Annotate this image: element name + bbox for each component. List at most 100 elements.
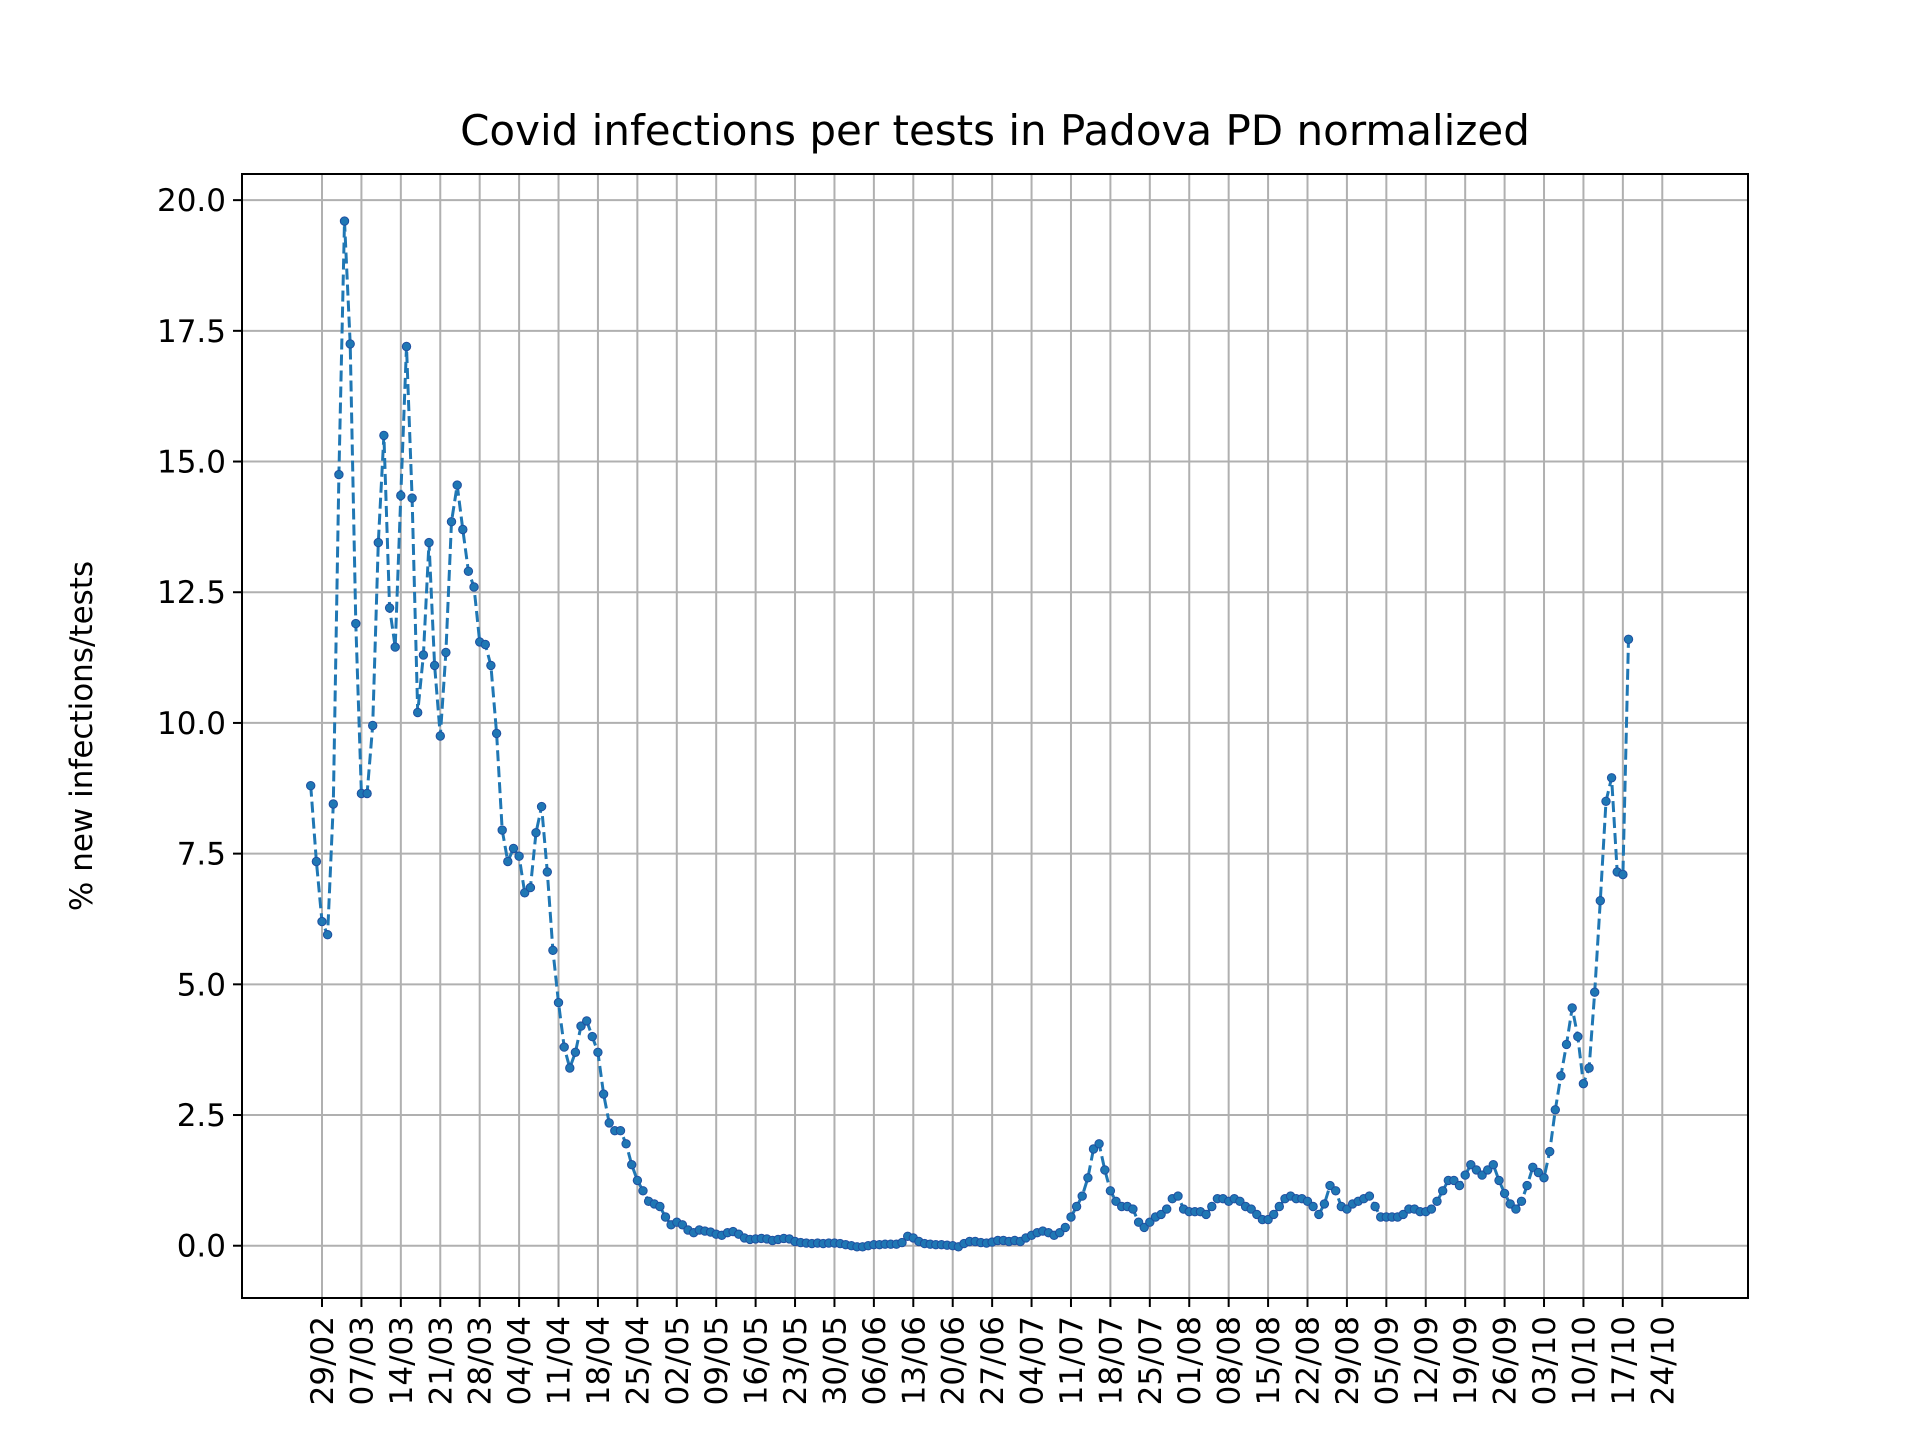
data-point [1432, 1196, 1442, 1207]
data-point [306, 781, 316, 791]
data-point [1364, 1191, 1375, 1201]
data-point [525, 882, 536, 893]
data-point [1111, 1196, 1121, 1207]
data-point [503, 856, 513, 867]
data-point [1105, 1186, 1116, 1196]
data-point [486, 660, 496, 671]
data-point [508, 843, 519, 854]
data-point [429, 660, 440, 671]
data-point [1556, 1071, 1566, 1081]
data-point [1269, 1209, 1279, 1220]
data-point [368, 720, 378, 731]
y-tick-label: 15.0 [157, 445, 226, 481]
x-tick-label: 04/04 [502, 1316, 538, 1405]
data-point [621, 1139, 631, 1149]
data-point [1331, 1186, 1341, 1196]
data-point [362, 788, 372, 799]
x-tick-label: 05/09 [1369, 1316, 1405, 1405]
y-tick-label: 0.0 [177, 1229, 226, 1265]
x-tick-label: 02/05 [660, 1316, 696, 1405]
x-tick-label: 09/05 [699, 1316, 735, 1405]
data-point [593, 1047, 603, 1058]
data-point [1606, 773, 1617, 783]
series-infections [306, 216, 1634, 1252]
data-point [1145, 1217, 1155, 1227]
data-point [1578, 1079, 1589, 1089]
data-point [1505, 1199, 1515, 1209]
data-point [1274, 1201, 1285, 1212]
data-point [418, 650, 429, 660]
x-tick-label: 03/10 [1527, 1316, 1563, 1405]
data-point [553, 997, 564, 1008]
data-point [576, 1021, 586, 1031]
x-tick-label: 25/04 [620, 1316, 656, 1405]
y-tick-label: 5.0 [177, 967, 226, 1003]
x-tick-label: 19/09 [1448, 1316, 1484, 1405]
data-point [407, 493, 417, 503]
y-tick-label: 7.5 [177, 837, 226, 873]
data-point [317, 916, 327, 927]
grid [242, 174, 1748, 1298]
data-point [1573, 1031, 1583, 1042]
data-point [655, 1201, 665, 1212]
data-point [632, 1175, 643, 1186]
series-line [309, 221, 1630, 1249]
data-point [598, 1089, 609, 1099]
y-tick-label: 20.0 [157, 183, 226, 219]
y-tick-label: 17.5 [157, 314, 226, 350]
data-point [334, 469, 344, 480]
x-tick-label: 22/08 [1291, 1316, 1327, 1405]
data-point [1550, 1105, 1561, 1115]
data-point [463, 566, 474, 576]
x-tick-label: 23/05 [778, 1316, 814, 1405]
data-point [1623, 634, 1634, 644]
data-point [559, 1042, 569, 1052]
y-tick-label: 12.5 [157, 575, 226, 611]
data-point [441, 647, 451, 658]
data-point [396, 490, 406, 501]
x-tick-label: 30/05 [817, 1316, 853, 1405]
data-point [401, 341, 412, 352]
data-point [565, 1063, 575, 1073]
x-tick-label: 17/10 [1606, 1316, 1642, 1405]
x-tick-label: 25/07 [1133, 1316, 1169, 1405]
x-tick-label: 18/07 [1093, 1316, 1129, 1405]
data-point [1083, 1173, 1093, 1183]
data-point [1055, 1228, 1065, 1238]
x-tick-label: 07/03 [344, 1316, 380, 1405]
data-point [1494, 1175, 1504, 1186]
data-point [1308, 1201, 1318, 1212]
data-point [1601, 796, 1611, 806]
x-tick-label: 10/10 [1566, 1316, 1602, 1405]
data-point [1077, 1191, 1087, 1201]
data-point [514, 851, 524, 861]
data-point [548, 945, 558, 955]
x-tick-label: 24/10 [1645, 1316, 1681, 1405]
x-tick-label: 11/07 [1054, 1316, 1090, 1405]
data-point [1162, 1204, 1172, 1214]
data-point [458, 524, 468, 535]
data-point [1590, 987, 1600, 997]
data-point [1246, 1204, 1256, 1214]
data-point [1173, 1191, 1183, 1201]
data-point [491, 728, 502, 739]
data-point [1488, 1160, 1499, 1170]
data-point [390, 642, 400, 652]
data-point [1522, 1180, 1532, 1191]
data-point [1066, 1212, 1076, 1222]
data-point [542, 867, 552, 877]
data-point [1100, 1165, 1110, 1175]
data-point [1584, 1063, 1594, 1073]
data-point [1156, 1209, 1166, 1220]
y-tick-label: 10.0 [157, 706, 226, 742]
x-tick-label: 27/06 [975, 1316, 1011, 1405]
data-point [311, 856, 322, 867]
data-point [1454, 1180, 1465, 1191]
data-point [582, 1016, 592, 1026]
data-point [1567, 1003, 1577, 1013]
data-point [1595, 896, 1606, 906]
data-point [379, 430, 389, 441]
data-point [424, 537, 434, 548]
x-tick-label: 12/09 [1409, 1316, 1445, 1405]
